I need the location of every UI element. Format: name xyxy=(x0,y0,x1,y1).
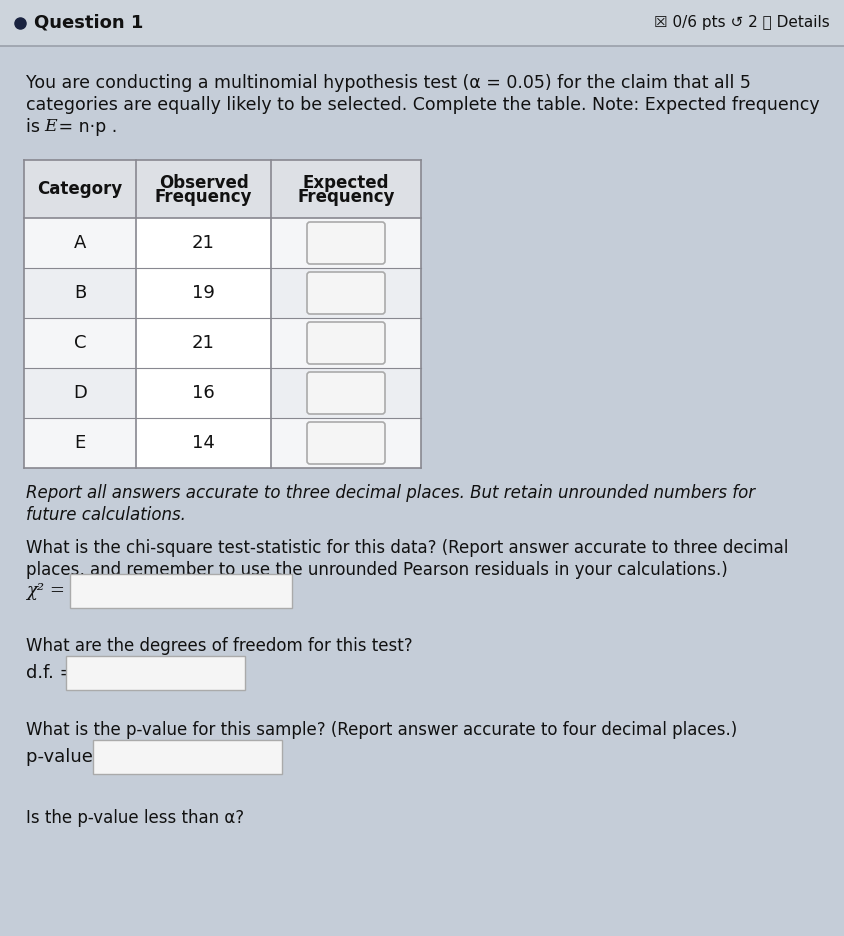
Text: 16: 16 xyxy=(192,384,215,402)
FancyBboxPatch shape xyxy=(66,656,245,690)
FancyBboxPatch shape xyxy=(307,322,385,364)
Text: Is the p-value less than α?: Is the p-value less than α? xyxy=(26,809,244,827)
FancyBboxPatch shape xyxy=(24,368,136,418)
FancyBboxPatch shape xyxy=(24,160,421,468)
FancyBboxPatch shape xyxy=(24,268,136,318)
Text: categories are equally likely to be selected. Complete the table. Note: Expected: categories are equally likely to be sele… xyxy=(26,96,820,114)
FancyBboxPatch shape xyxy=(0,0,844,46)
FancyBboxPatch shape xyxy=(307,372,385,414)
Text: What is the p-value for this sample? (Report answer accurate to four decimal pla: What is the p-value for this sample? (Re… xyxy=(26,721,738,739)
Text: Question 1: Question 1 xyxy=(34,14,143,32)
FancyBboxPatch shape xyxy=(136,218,271,268)
FancyBboxPatch shape xyxy=(24,418,136,468)
FancyBboxPatch shape xyxy=(271,218,421,268)
FancyBboxPatch shape xyxy=(136,418,271,468)
Text: You are conducting a multinomial hypothesis test (α = 0.05) for the claim that a: You are conducting a multinomial hypothe… xyxy=(26,74,751,92)
Text: 19: 19 xyxy=(192,284,215,302)
Text: A: A xyxy=(73,234,86,252)
Text: Expected: Expected xyxy=(303,174,389,192)
FancyBboxPatch shape xyxy=(307,272,385,314)
Text: Observed: Observed xyxy=(159,174,248,192)
Text: d.f. =: d.f. = xyxy=(26,664,74,682)
FancyBboxPatch shape xyxy=(307,422,385,464)
Text: p-value =: p-value = xyxy=(26,748,114,766)
Text: Frequency: Frequency xyxy=(154,188,252,206)
FancyBboxPatch shape xyxy=(271,368,421,418)
Text: ☒ 0/6 pts ↺ 2 ⓘ Details: ☒ 0/6 pts ↺ 2 ⓘ Details xyxy=(654,16,830,31)
Text: 21: 21 xyxy=(192,334,215,352)
Text: E: E xyxy=(44,118,57,135)
Text: Category: Category xyxy=(37,180,122,198)
FancyBboxPatch shape xyxy=(24,318,136,368)
Text: D: D xyxy=(73,384,87,402)
FancyBboxPatch shape xyxy=(136,368,271,418)
Text: C: C xyxy=(73,334,86,352)
FancyBboxPatch shape xyxy=(93,740,282,774)
Text: is: is xyxy=(26,118,46,136)
Text: 14: 14 xyxy=(192,434,215,452)
Text: B: B xyxy=(74,284,86,302)
FancyBboxPatch shape xyxy=(271,418,421,468)
FancyBboxPatch shape xyxy=(271,318,421,368)
FancyBboxPatch shape xyxy=(136,268,271,318)
Text: Frequency: Frequency xyxy=(297,188,395,206)
FancyBboxPatch shape xyxy=(70,574,292,608)
Text: E: E xyxy=(74,434,85,452)
FancyBboxPatch shape xyxy=(24,160,421,218)
Text: What is the chi-square test-statistic for this data? (Report answer accurate to : What is the chi-square test-statistic fo… xyxy=(26,539,788,557)
Text: χ² =: χ² = xyxy=(26,582,65,600)
FancyBboxPatch shape xyxy=(271,268,421,318)
Text: Report all answers accurate to three decimal places. But retain unrounded number: Report all answers accurate to three dec… xyxy=(26,484,755,502)
FancyBboxPatch shape xyxy=(24,218,136,268)
FancyBboxPatch shape xyxy=(136,318,271,368)
FancyBboxPatch shape xyxy=(307,222,385,264)
Text: What are the degrees of freedom for this test?: What are the degrees of freedom for this… xyxy=(26,637,413,655)
Text: = n·p .: = n·p . xyxy=(53,118,117,136)
Text: places, and remember to use the unrounded Pearson residuals in your calculations: places, and remember to use the unrounde… xyxy=(26,561,728,579)
Text: 21: 21 xyxy=(192,234,215,252)
Text: future calculations.: future calculations. xyxy=(26,506,186,524)
